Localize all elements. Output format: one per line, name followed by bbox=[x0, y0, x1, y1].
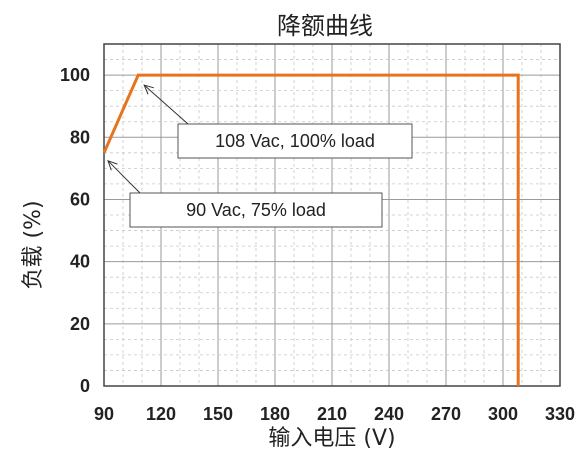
annotation-box bbox=[129, 192, 383, 228]
chart-title: 降额曲线 bbox=[277, 12, 373, 40]
x-tick-label: 90 bbox=[94, 404, 114, 424]
x-axis-label: 输入电压 (V) bbox=[268, 426, 395, 451]
annotation-90vac: 90 Vac, 75% load bbox=[107, 160, 383, 228]
x-tick-label: 300 bbox=[488, 404, 518, 424]
x-tick-label: 180 bbox=[260, 404, 290, 424]
y-axis-label: 负载 (%) bbox=[21, 200, 46, 289]
x-tick-label: 240 bbox=[374, 404, 404, 424]
x-tick-label: 270 bbox=[431, 404, 461, 424]
y-tick-label: 100 bbox=[60, 65, 90, 85]
derating-curve bbox=[102, 73, 520, 386]
x-tick-label: 210 bbox=[317, 404, 347, 424]
y-tick-label: 40 bbox=[70, 252, 90, 272]
y-tick-label: 60 bbox=[70, 189, 90, 209]
x-tick-labels: 90 120 150 180 210 240 270 300 330 bbox=[94, 404, 575, 424]
y-tick-labels: 0 20 40 60 80 100 bbox=[60, 65, 90, 396]
y-tick-label: 0 bbox=[80, 376, 90, 396]
annotation-text: 108 Vac, 100% load bbox=[215, 131, 375, 151]
annotation-box bbox=[177, 123, 413, 159]
annotation-108vac: 108 Vac, 100% load bbox=[143, 84, 413, 159]
annotation-arrow-line bbox=[107, 160, 141, 194]
y-tick-label: 80 bbox=[70, 127, 90, 147]
annotations: 108 Vac, 100% load 90 Vac, 75% load bbox=[107, 84, 413, 228]
annotation-arrowhead bbox=[143, 84, 154, 95]
annotation-text: 90 Vac, 75% load bbox=[186, 200, 326, 220]
y-tick-label: 20 bbox=[70, 314, 90, 334]
annotation-arrowhead bbox=[107, 160, 118, 171]
x-tick-label: 120 bbox=[146, 404, 176, 424]
plot-frame bbox=[103, 43, 561, 387]
x-tick-label: 150 bbox=[203, 404, 233, 424]
annotation-arrow-line bbox=[143, 84, 189, 125]
x-tick-label: 330 bbox=[545, 404, 575, 424]
